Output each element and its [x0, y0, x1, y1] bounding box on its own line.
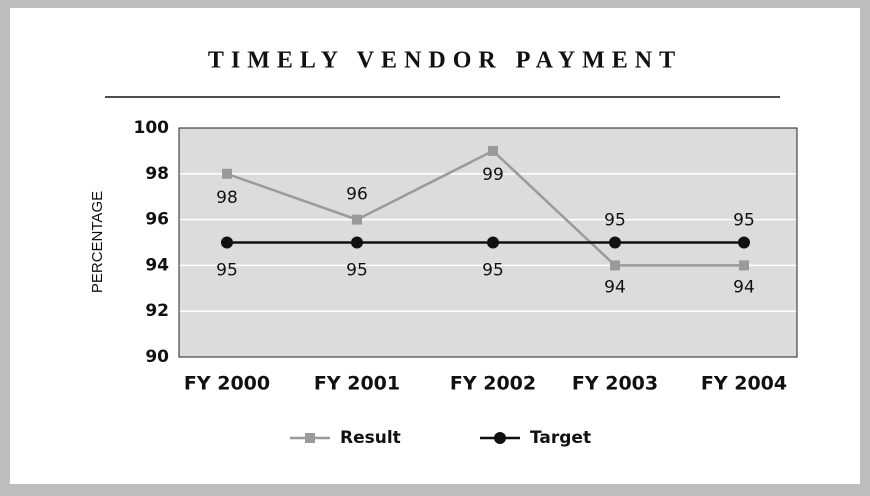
marker [488, 145, 498, 156]
data-label: 95 [733, 211, 755, 231]
marker [494, 432, 506, 444]
legend-label: Result [340, 428, 401, 448]
y-axis-label: PERCENTAGE [89, 191, 106, 293]
data-label: 98 [216, 188, 238, 208]
y-tick-label: 100 [134, 118, 170, 138]
y-tick-label: 96 [145, 210, 169, 230]
data-label: 99 [482, 165, 504, 185]
x-tick-label: FY 2000 [184, 373, 270, 395]
x-tick-label: FY 2004 [701, 373, 787, 395]
x-tick-label: FY 2001 [314, 373, 400, 395]
data-label: 94 [604, 277, 626, 297]
marker [305, 433, 315, 443]
marker [487, 236, 499, 249]
data-label: 95 [216, 261, 238, 281]
data-label: 95 [482, 261, 504, 281]
marker [738, 236, 750, 249]
marker [609, 236, 621, 249]
legend-label: Target [530, 428, 591, 448]
data-label: 95 [604, 211, 626, 231]
data-label: 94 [733, 277, 755, 297]
y-tick-label: 98 [145, 164, 169, 184]
chart-title: TIMELY VENDOR PAYMENT [208, 48, 682, 74]
y-tick-label: 92 [145, 301, 169, 321]
marker [351, 236, 363, 249]
marker [352, 214, 362, 225]
marker [610, 260, 620, 271]
marker [739, 260, 749, 271]
y-tick-label: 90 [145, 347, 169, 367]
plot-border [178, 127, 798, 358]
marker [221, 236, 233, 249]
marker [222, 168, 232, 179]
x-tick-label: FY 2003 [572, 373, 658, 395]
data-label: 96 [346, 185, 368, 205]
x-tick-label: FY 2002 [450, 373, 536, 395]
y-tick-label: 94 [145, 255, 169, 275]
data-label: 95 [346, 261, 368, 281]
